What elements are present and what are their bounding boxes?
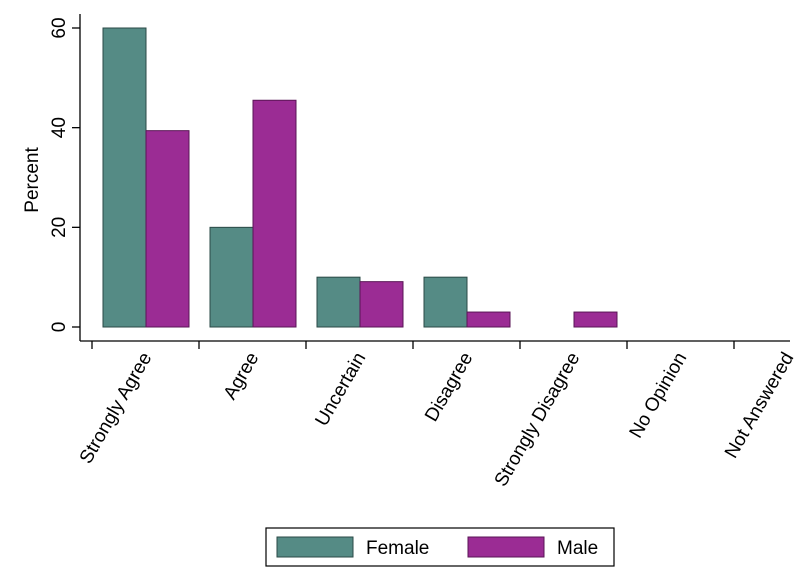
- y-tick-label: 20: [49, 217, 70, 238]
- bar-female-strongly-agree: [102, 27, 147, 328]
- bar-male-strongly-disagree: [573, 311, 618, 328]
- bar-male-disagree: [466, 311, 511, 328]
- y-tick-label: 60: [49, 17, 70, 38]
- bars: [102, 27, 618, 328]
- x-tick-label-no-opinion: No Opinion: [626, 349, 692, 442]
- x-tick-label-strongly-agree: Strongly Agree: [76, 349, 157, 467]
- legend-swatch-female: [276, 536, 354, 558]
- x-tick-label-strongly-disagree: Strongly Disagree: [491, 349, 585, 490]
- bar-male-strongly-agree: [145, 130, 190, 328]
- bar-male-uncertain: [359, 281, 404, 328]
- y-tick-label: 40: [49, 117, 70, 138]
- bar-female-agree: [209, 226, 254, 328]
- bar-male-agree: [252, 99, 297, 328]
- bar-female-disagree: [423, 276, 468, 328]
- legend-label-male: Male: [557, 538, 598, 559]
- x-tick-label-uncertain: Uncertain: [311, 349, 370, 430]
- x-tick-label-disagree: Disagree: [421, 349, 477, 425]
- y-tick-label: 0: [49, 322, 70, 333]
- plot-region: 0 20 40 60 Strongly Agree Agree Uncertain Disa…: [49, 14, 798, 490]
- bar-female-uncertain: [316, 276, 361, 328]
- x-tick-label-agree: Agree: [220, 349, 264, 403]
- legend-label-female: Female: [366, 538, 429, 559]
- y-axis-ticks: 0 20 40 60: [49, 17, 80, 332]
- legend-swatch-male: [467, 536, 545, 558]
- x-tick-label-not-answered: Not Answered: [721, 349, 798, 462]
- x-axis-ticks: Strongly Agree Agree Uncertain Disagree Stro…: [76, 341, 798, 490]
- y-axis-title: Percent: [22, 147, 43, 213]
- legend: Female Male: [265, 527, 615, 567]
